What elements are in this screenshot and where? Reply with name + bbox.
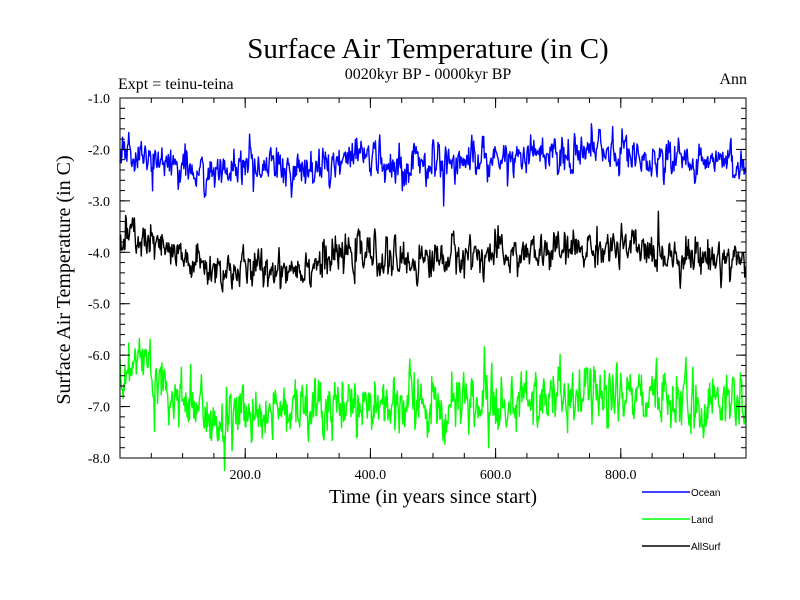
y-tick-label: -6.0 bbox=[88, 349, 110, 364]
x-tick-label: 200.0 bbox=[229, 468, 261, 483]
series-line-allsurf bbox=[119, 210, 747, 293]
season-label: Ann bbox=[719, 71, 747, 88]
chart-subtitle: 0020kyr BP - 0000kyr BP bbox=[345, 66, 512, 83]
x-tick-label: 800.0 bbox=[605, 468, 637, 483]
x-tick-label: 400.0 bbox=[355, 468, 387, 483]
y-tick-label: -1.0 bbox=[88, 92, 110, 107]
y-tick-label: -8.0 bbox=[88, 452, 110, 467]
series-line-ocean bbox=[119, 123, 747, 207]
x-axis-label: Time (in years since start) bbox=[329, 486, 537, 508]
y-tick-label: -2.0 bbox=[88, 143, 110, 158]
y-tick-label: -7.0 bbox=[88, 401, 110, 416]
y-tick-label: -5.0 bbox=[88, 298, 110, 313]
plot-lines bbox=[119, 123, 747, 471]
y-tick-label: -3.0 bbox=[88, 195, 110, 210]
legend-label-land: Land bbox=[691, 515, 713, 526]
legend-label-ocean: Ocean bbox=[691, 488, 720, 499]
x-tick-label: 600.0 bbox=[480, 468, 512, 483]
y-tick-label: -4.0 bbox=[88, 246, 110, 261]
axis-tick-labels: -1.0 -2.0 -3.0 -4.0 -5.0 -6.0 -7.0 -8.0 200.0 400… bbox=[88, 92, 637, 483]
series-line-land bbox=[119, 337, 747, 471]
legend-label-allsurf: AllSurf bbox=[691, 542, 721, 553]
experiment-label: Expt = teinu-teina bbox=[118, 76, 234, 93]
axis-ticks bbox=[120, 97, 746, 459]
legend: Ocean Land AllSurf bbox=[642, 488, 721, 553]
y-axis-label: Surface Air Temperature (in C) bbox=[53, 155, 75, 404]
chart-title: Surface Air Temperature (in C) bbox=[247, 33, 608, 65]
